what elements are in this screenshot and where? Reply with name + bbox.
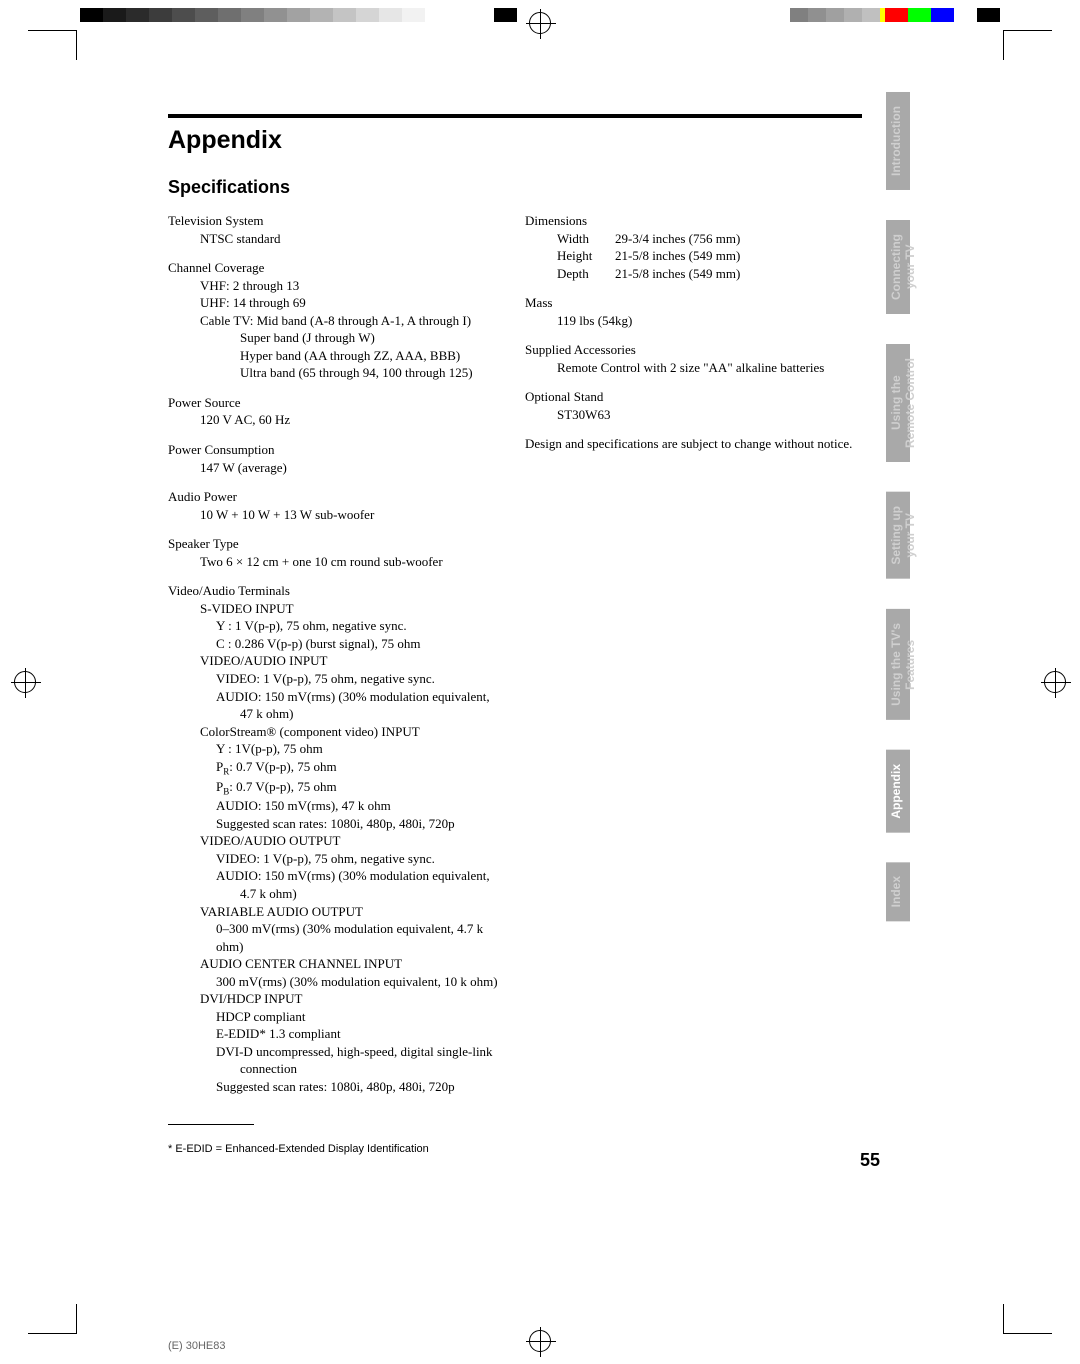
spec-value: 10 W + 10 W + 13 W sub-woofer (168, 506, 505, 524)
spec-value: Cable TV: Mid band (A-8 through A-1, A t… (168, 312, 505, 330)
gray-strip (790, 8, 880, 22)
dim-row: Height21-5/8 inches (549 mm) (525, 247, 862, 265)
spec-value: AUDIO: 150 mV(rms), 47 k ohm (168, 797, 505, 815)
spec-value: UHF: 14 through 69 (168, 294, 505, 312)
spec-value: VIDEO: 1 V(p-p), 75 ohm, negative sync. (168, 670, 505, 688)
spec-label: Power Source (168, 394, 505, 412)
right-column: Dimensions Width29-3/4 inches (756 mm) H… (525, 212, 862, 1108)
spec-value: ST30W63 (525, 406, 862, 424)
spec-label: Audio Power (168, 488, 505, 506)
spec-subhead: VIDEO/AUDIO OUTPUT (168, 832, 505, 850)
spec-value: PB: 0.7 V(p-p), 75 ohm (168, 778, 505, 798)
spec-value: Two 6 × 12 cm + one 10 cm round sub-woof… (168, 553, 505, 571)
tab-remote: Using the Remote Control (886, 344, 910, 462)
spec-value: 0–300 mV(rms) (30% modulation equivalent… (168, 920, 505, 955)
spec-subhead: VARIABLE AUDIO OUTPUT (168, 903, 505, 921)
spec-value: Remote Control with 2 size "AA" alkaline… (525, 359, 862, 377)
footnote-rule (168, 1124, 254, 1125)
spec-value: C : 0.286 V(p-p) (burst signal), 75 ohm (168, 635, 505, 653)
spec-label: Power Consumption (168, 441, 505, 459)
spec-value: AUDIO: 150 mV(rms) (30% modulation equiv… (168, 688, 505, 706)
spec-subhead: S-VIDEO INPUT (168, 600, 505, 618)
footer-code: (E) 30HE83 (168, 1340, 225, 1352)
spec-label: Optional Stand (525, 388, 862, 406)
spec-value: VIDEO: 1 V(p-p), 75 ohm, negative sync. (168, 850, 505, 868)
disclaimer: Design and specifications are subject to… (525, 436, 852, 451)
registration-mark (1044, 671, 1066, 693)
tab-setting: Setting up your TV (886, 492, 910, 579)
spec-value: 4.7 k ohm) (168, 885, 505, 903)
spec-value: 120 V AC, 60 Hz (168, 411, 505, 429)
spec-value: VHF: 2 through 13 (168, 277, 505, 295)
tab-appendix: Appendix (886, 750, 910, 833)
title-rule (168, 114, 862, 118)
registration-mark (529, 12, 551, 34)
spec-value: Suggested scan rates: 1080i, 480p, 480i,… (168, 815, 505, 833)
spec-label: Dimensions (525, 212, 862, 230)
spec-value: E-EDID* 1.3 compliant (168, 1025, 505, 1043)
registration-mark (529, 1330, 551, 1352)
spec-subhead: VIDEO/AUDIO INPUT (168, 652, 505, 670)
crop-mark (1003, 1304, 1004, 1334)
left-column: Television System NTSC standard Channel … (168, 212, 505, 1108)
spec-label: Television System (168, 212, 505, 230)
crop-mark (28, 30, 76, 31)
spec-value: connection (168, 1060, 505, 1078)
crop-mark (1004, 30, 1052, 31)
spec-label: Channel Coverage (168, 259, 505, 277)
spec-value: Y : 1 V(p-p), 75 ohm, negative sync. (168, 617, 505, 635)
spec-label: Supplied Accessories (525, 341, 862, 359)
footnote: * E-EDID = Enhanced-Extended Display Ide… (168, 1112, 429, 1155)
section-tabs: Introduction Connecting your TV Using th… (886, 92, 910, 952)
spec-value: 119 lbs (54kg) (525, 312, 862, 330)
spec-subhead: AUDIO CENTER CHANNEL INPUT (168, 955, 505, 973)
spec-value: 300 mV(rms) (30% modulation equivalent, … (168, 973, 505, 991)
spec-value: Y : 1V(p-p), 75 ohm (168, 740, 505, 758)
tab-features: Using the TV's Features (886, 609, 910, 720)
crop-mark (76, 1304, 77, 1334)
dim-row: Depth21-5/8 inches (549 mm) (525, 265, 862, 283)
spec-subhead: DVI/HDCP INPUT (168, 990, 505, 1008)
dim-row: Width29-3/4 inches (756 mm) (525, 230, 862, 248)
spec-label: Mass (525, 294, 862, 312)
page-title: Appendix (168, 126, 862, 155)
spec-value: NTSC standard (168, 230, 505, 248)
spec-value: 147 W (average) (168, 459, 505, 477)
footnote-text: * E-EDID = Enhanced-Extended Display Ide… (168, 1143, 429, 1155)
tab-connecting: Connecting your TV (886, 220, 910, 314)
page-content: Appendix Specifications Television Syste… (168, 114, 862, 1108)
section-title: Specifications (168, 177, 862, 198)
grayscale-bar (80, 8, 517, 22)
spec-label: Speaker Type (168, 535, 505, 553)
spec-value: HDCP compliant (168, 1008, 505, 1026)
crop-mark (28, 1333, 76, 1334)
spec-value: Ultra band (65 through 94, 100 through 1… (168, 364, 505, 382)
registration-mark (14, 671, 36, 693)
spec-value: DVI-D uncompressed, high-speed, digital … (168, 1043, 505, 1061)
spec-value: PR: 0.7 V(p-p), 75 ohm (168, 758, 505, 778)
spec-value: 47 k ohm) (168, 705, 505, 723)
tab-index: Index (886, 862, 910, 921)
tab-introduction: Introduction (886, 92, 910, 190)
crop-mark (1004, 1333, 1052, 1334)
spec-label: Video/Audio Terminals (168, 582, 505, 600)
page-number: 55 (860, 1150, 880, 1171)
spec-value: Hyper band (AA through ZZ, AAA, BBB) (168, 347, 505, 365)
spec-value: Super band (J through W) (168, 329, 505, 347)
spec-value: AUDIO: 150 mV(rms) (30% modulation equiv… (168, 867, 505, 885)
spec-value: Suggested scan rates: 1080i, 480p, 480i,… (168, 1078, 505, 1096)
spec-subhead: ColorStream® (component video) INPUT (168, 723, 505, 741)
crop-mark (1003, 30, 1004, 60)
crop-mark (76, 30, 77, 60)
